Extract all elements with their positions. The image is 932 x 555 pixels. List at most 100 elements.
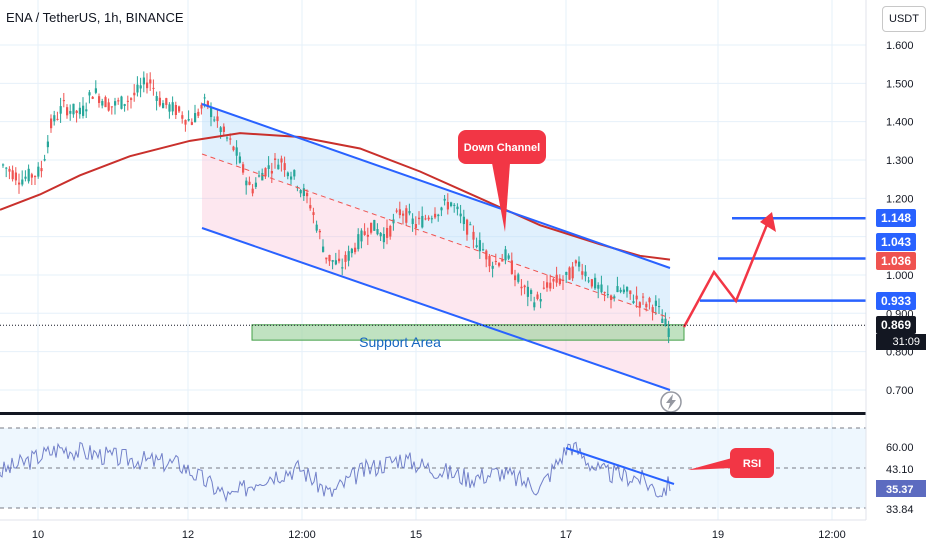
candle [338,249,341,264]
countdown-label: 31:09 [876,334,926,350]
candle [206,100,209,110]
candle [664,312,667,327]
candle [565,271,568,283]
rsi-line [0,441,671,503]
projection-path [682,221,770,328]
price-tick-label: 1.000 [886,270,914,282]
candle [341,258,344,276]
candle [21,170,24,187]
candle [536,291,539,301]
candle [510,252,513,275]
candle [56,111,59,121]
candle [478,232,481,259]
candle [507,253,510,261]
candle [366,227,369,246]
candle [171,96,174,116]
candle [37,162,40,179]
candle [427,215,430,221]
candle [197,108,200,119]
candle [117,97,120,105]
candle [274,153,277,169]
price-tick-label: 1.300 [886,155,914,167]
currency-button[interactable]: USDT [882,6,926,32]
candle [306,189,309,204]
candle [152,79,155,96]
candle [430,215,433,224]
price-tick-label: 1.200 [886,193,914,205]
candle [213,116,216,123]
price-tick-label: 0.700 [886,385,914,397]
candle [632,294,635,305]
price-pane [0,0,866,412]
pane-separator[interactable] [0,412,932,415]
candle [251,184,254,197]
candle [72,103,75,118]
candle [648,296,651,310]
candle [194,104,197,123]
candle [574,259,577,267]
candle [398,201,401,219]
candle [392,213,395,231]
candle [165,97,168,109]
candle [258,170,261,178]
candle [261,168,264,181]
down-channel-callout: Down Channel [458,130,546,232]
rsi-tick-label: 60.00 [886,442,914,454]
candle [8,166,11,180]
candle [434,207,437,220]
candle [110,106,113,115]
candle [34,175,37,185]
ema-line [0,132,671,261]
candle [552,277,555,289]
candle [290,171,293,185]
candle [350,247,353,258]
candle [501,253,504,262]
candle [661,309,664,324]
candle [245,177,248,195]
candle [475,237,478,249]
candle [382,227,385,249]
candle [69,104,72,121]
price-tick-label: 1.400 [886,117,914,129]
candle [498,261,501,268]
candle [453,203,456,213]
price-tag: 0.933 [876,291,917,310]
candle [126,95,129,111]
candle [222,123,225,136]
candle [472,225,475,249]
candle [459,204,462,224]
candle [514,269,517,287]
candles [2,71,670,344]
candle [174,101,177,119]
candle [139,77,142,98]
candle [658,298,661,315]
support-area-zone [251,324,685,341]
candle [162,100,165,109]
lightning-icon[interactable] [660,391,682,413]
candle [24,170,27,182]
candle [456,203,459,216]
candle [462,209,465,231]
candle [667,320,670,344]
candle [440,206,443,217]
candle [322,239,325,253]
candle [155,91,158,111]
candle [523,284,526,295]
candle [443,195,446,206]
candle [312,207,315,224]
candle [578,256,581,272]
candle [414,216,417,236]
candle [242,161,245,175]
down-channel-label: Down Channel [464,142,540,154]
candle [360,228,363,249]
candle [491,261,494,278]
time-axis[interactable] [0,520,932,550]
candle [466,218,469,241]
candle [226,136,229,142]
candle [190,118,193,126]
candle [43,154,46,162]
candle [616,276,619,293]
candle [136,76,139,97]
price-tag: 1.036 [876,252,917,270]
